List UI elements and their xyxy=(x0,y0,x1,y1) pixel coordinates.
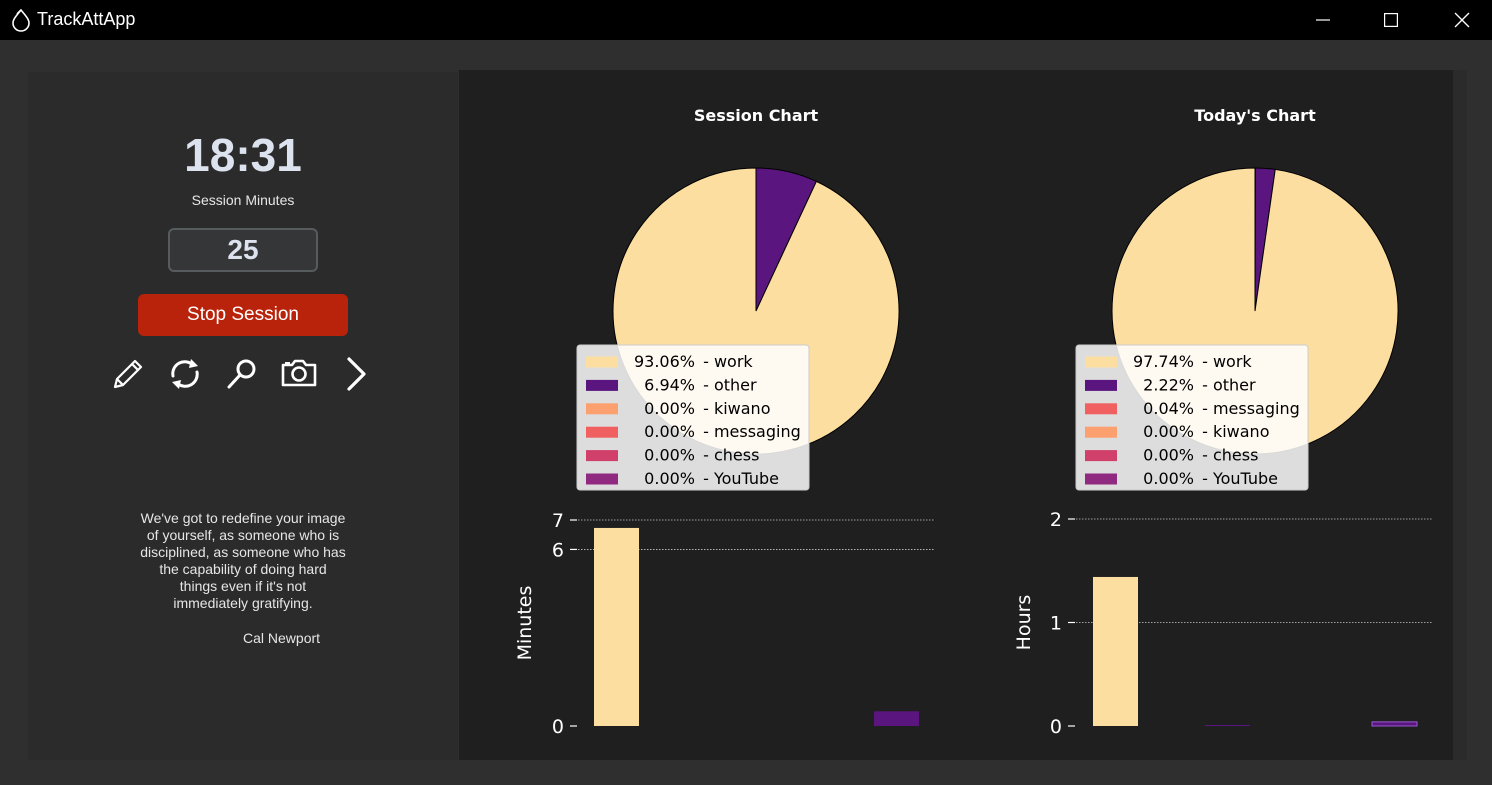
bar-other xyxy=(874,711,919,726)
legend-label-chess: 0.00% - chess xyxy=(1143,446,1258,465)
legend-label-chess: 0.00% - chess xyxy=(644,446,759,465)
bar-other xyxy=(1205,724,1250,726)
session-legend: 93.06% - work 6.94% - other 0.00% - kiwano… xyxy=(576,344,810,491)
y-axis-label: Hours xyxy=(1013,595,1035,651)
close-icon xyxy=(1454,12,1470,28)
stop-session-button[interactable]: Stop Session xyxy=(138,294,348,336)
legend-swatch-kiwano xyxy=(1085,426,1117,438)
y-tick-label: 6 xyxy=(552,539,564,561)
legend-swatch-youtube xyxy=(586,473,618,485)
y-tick-label: 0 xyxy=(552,716,564,738)
session-minutes-bar-chart: 0 6 7 Minutes xyxy=(514,510,934,738)
refresh-icon[interactable] xyxy=(167,356,203,392)
session-timer: 18:31 xyxy=(184,129,302,181)
drop-outline-icon xyxy=(12,8,30,32)
legend-swatch-other xyxy=(1085,379,1117,391)
bar-messaging xyxy=(1371,721,1418,727)
control-panel: 18:31 Session Minutes Stop Session W xyxy=(28,72,458,760)
title-bar: TrackAttApp xyxy=(0,0,1492,40)
legend-swatch-kiwano xyxy=(586,403,618,415)
legend-swatch-work xyxy=(586,356,618,368)
y-axis-label: Minutes xyxy=(514,586,536,661)
session-chart-title: Session Chart xyxy=(694,106,819,125)
window-title: TrackAttApp xyxy=(37,9,136,29)
legend-swatch-work xyxy=(1085,356,1117,368)
legend-label-work: 97.74% - work xyxy=(1133,352,1252,371)
bar-work xyxy=(1093,576,1138,726)
motivational-quote: We've got to redefine your image of your… xyxy=(140,510,346,611)
quote-author: Cal Newport xyxy=(243,630,321,646)
y-tick-label: 1 xyxy=(1050,613,1062,635)
today-legend: 97.74% - work 2.22% - other 0.04% - messag… xyxy=(1075,344,1309,491)
legend-swatch-messaging xyxy=(1085,403,1117,415)
bar-work xyxy=(594,527,639,726)
chevron-right-icon[interactable] xyxy=(338,356,374,392)
y-tick-label: 7 xyxy=(552,510,564,532)
legend-label-work: 93.06% - work xyxy=(634,352,753,371)
legend-label-other: 2.22% - other xyxy=(1143,375,1256,394)
y-tick-label: 0 xyxy=(1050,716,1062,738)
camera-icon[interactable] xyxy=(281,356,317,392)
close-button[interactable] xyxy=(1427,0,1492,40)
legend-swatch-chess xyxy=(586,450,618,462)
legend-label-kiwano: 0.00% - kiwano xyxy=(644,399,770,418)
legend-swatch-youtube xyxy=(1085,473,1117,485)
session-minutes-input[interactable] xyxy=(168,228,318,272)
legend-label-youtube: 0.00% - YouTube xyxy=(1143,469,1278,488)
legend-swatch-other xyxy=(586,379,618,391)
charts-canvas: Session Chart Today's Chart 93.06% - wor… xyxy=(514,106,1433,738)
legend-label-messaging: 0.04% - messaging xyxy=(1143,399,1300,418)
legend-label-messaging: 0.00% - messaging xyxy=(644,422,801,441)
legend-swatch-messaging xyxy=(586,426,618,438)
legend-label-other: 6.94% - other xyxy=(644,375,757,394)
maximize-button[interactable] xyxy=(1356,0,1426,40)
legend-label-kiwano: 0.00% - kiwano xyxy=(1143,422,1269,441)
session-minutes-label: Session Minutes xyxy=(191,192,295,208)
y-tick-label: 2 xyxy=(1050,509,1062,531)
legend-box xyxy=(1075,344,1309,491)
legend-swatch-chess xyxy=(1085,450,1117,462)
minimize-button[interactable] xyxy=(1288,0,1358,40)
today-chart-title: Today's Chart xyxy=(1194,106,1316,125)
scrollbar[interactable] xyxy=(1453,70,1467,760)
today-hours-bar-chart: 0 1 2 Hours xyxy=(1013,509,1433,738)
search-icon[interactable] xyxy=(224,356,260,392)
maximize-icon xyxy=(1384,13,1398,27)
legend-label-youtube: 0.00% - YouTube xyxy=(644,469,779,488)
legend-box xyxy=(576,344,810,491)
charts-panel: Session Chart Today's Chart 93.06% - wor… xyxy=(459,70,1453,760)
minimize-icon xyxy=(1316,19,1330,21)
pencil-icon[interactable] xyxy=(110,356,146,392)
